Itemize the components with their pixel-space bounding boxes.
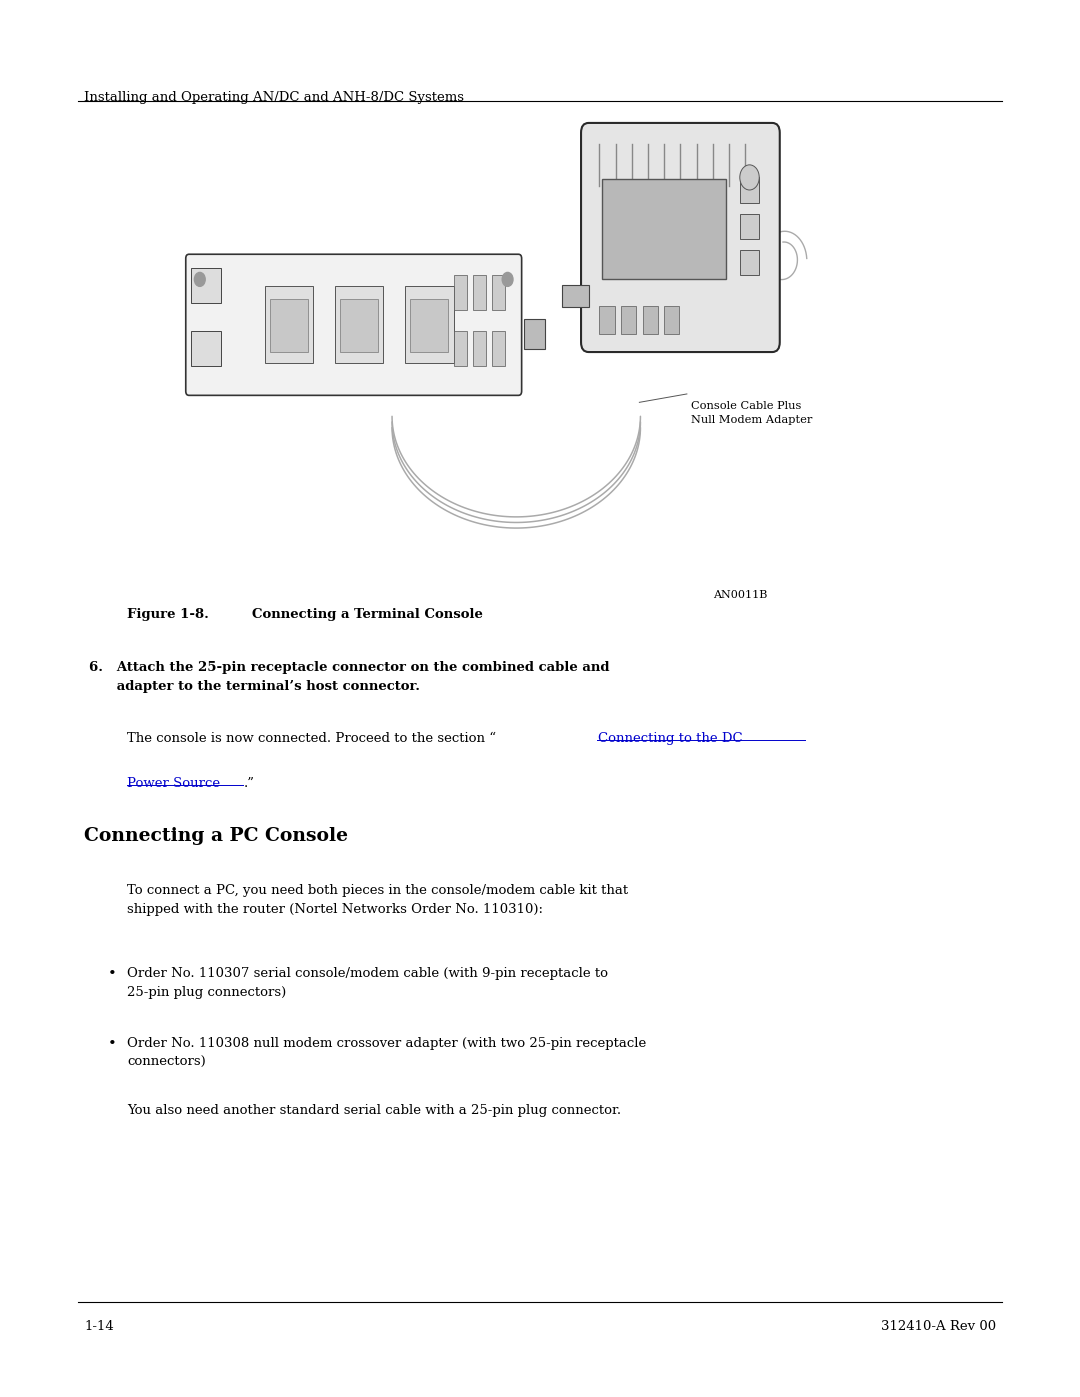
Text: Order No. 110308 null modem crossover adapter (with two 25-pin receptacle
connec: Order No. 110308 null modem crossover ad… bbox=[127, 1037, 647, 1069]
Bar bbox=[454, 275, 467, 310]
Bar bbox=[643, 306, 658, 334]
Bar bbox=[562, 285, 589, 307]
Bar bbox=[664, 306, 679, 334]
Bar bbox=[740, 214, 759, 239]
Bar bbox=[492, 331, 505, 366]
Bar bbox=[340, 299, 378, 352]
FancyBboxPatch shape bbox=[581, 123, 780, 352]
Bar bbox=[602, 179, 726, 279]
Text: Console Cable Plus
Null Modem Adapter: Console Cable Plus Null Modem Adapter bbox=[691, 401, 812, 425]
Text: Figure 1-8.: Figure 1-8. bbox=[127, 608, 210, 620]
Text: 1-14: 1-14 bbox=[84, 1320, 114, 1333]
Text: 312410-A Rev 00: 312410-A Rev 00 bbox=[880, 1320, 996, 1333]
Text: Connecting a PC Console: Connecting a PC Console bbox=[84, 827, 348, 845]
Bar bbox=[492, 275, 505, 310]
FancyBboxPatch shape bbox=[186, 254, 522, 395]
Text: •: • bbox=[108, 1037, 117, 1051]
Bar bbox=[335, 286, 383, 363]
Text: To connect a PC, you need both pieces in the console/modem cable kit that
shippe: To connect a PC, you need both pieces in… bbox=[127, 884, 629, 916]
Bar bbox=[191, 268, 221, 303]
Bar bbox=[621, 306, 636, 334]
Text: Order No. 110307 serial console/modem cable (with 9-pin receptacle to
25-pin plu: Order No. 110307 serial console/modem ca… bbox=[127, 967, 608, 999]
Text: 6.   Attach the 25-pin receptacle connector on the combined cable and
      adap: 6. Attach the 25-pin receptacle connecto… bbox=[89, 661, 609, 693]
Circle shape bbox=[740, 165, 759, 190]
Bar bbox=[405, 286, 454, 363]
Bar bbox=[524, 319, 545, 349]
Bar bbox=[740, 250, 759, 275]
Bar bbox=[454, 331, 467, 366]
Circle shape bbox=[502, 272, 513, 286]
Bar bbox=[473, 275, 486, 310]
Text: Connecting to the DC: Connecting to the DC bbox=[598, 732, 743, 745]
Text: Connecting a Terminal Console: Connecting a Terminal Console bbox=[252, 608, 483, 620]
Bar bbox=[410, 299, 448, 352]
Bar bbox=[740, 177, 759, 203]
Text: Installing and Operating AN/DC and ANH-8/DC Systems: Installing and Operating AN/DC and ANH-8… bbox=[84, 91, 464, 103]
Bar bbox=[270, 299, 308, 352]
Bar bbox=[599, 306, 615, 334]
Text: You also need another standard serial cable with a 25-pin plug connector.: You also need another standard serial ca… bbox=[127, 1104, 622, 1116]
Text: .”: .” bbox=[244, 777, 255, 789]
Text: Power Source: Power Source bbox=[127, 777, 220, 789]
Bar bbox=[473, 331, 486, 366]
Text: AN0011B: AN0011B bbox=[713, 590, 767, 599]
Text: The console is now connected. Proceed to the section “: The console is now connected. Proceed to… bbox=[127, 732, 497, 745]
Circle shape bbox=[194, 272, 205, 286]
Bar bbox=[265, 286, 313, 363]
Bar bbox=[191, 331, 221, 366]
Text: •: • bbox=[108, 967, 117, 981]
